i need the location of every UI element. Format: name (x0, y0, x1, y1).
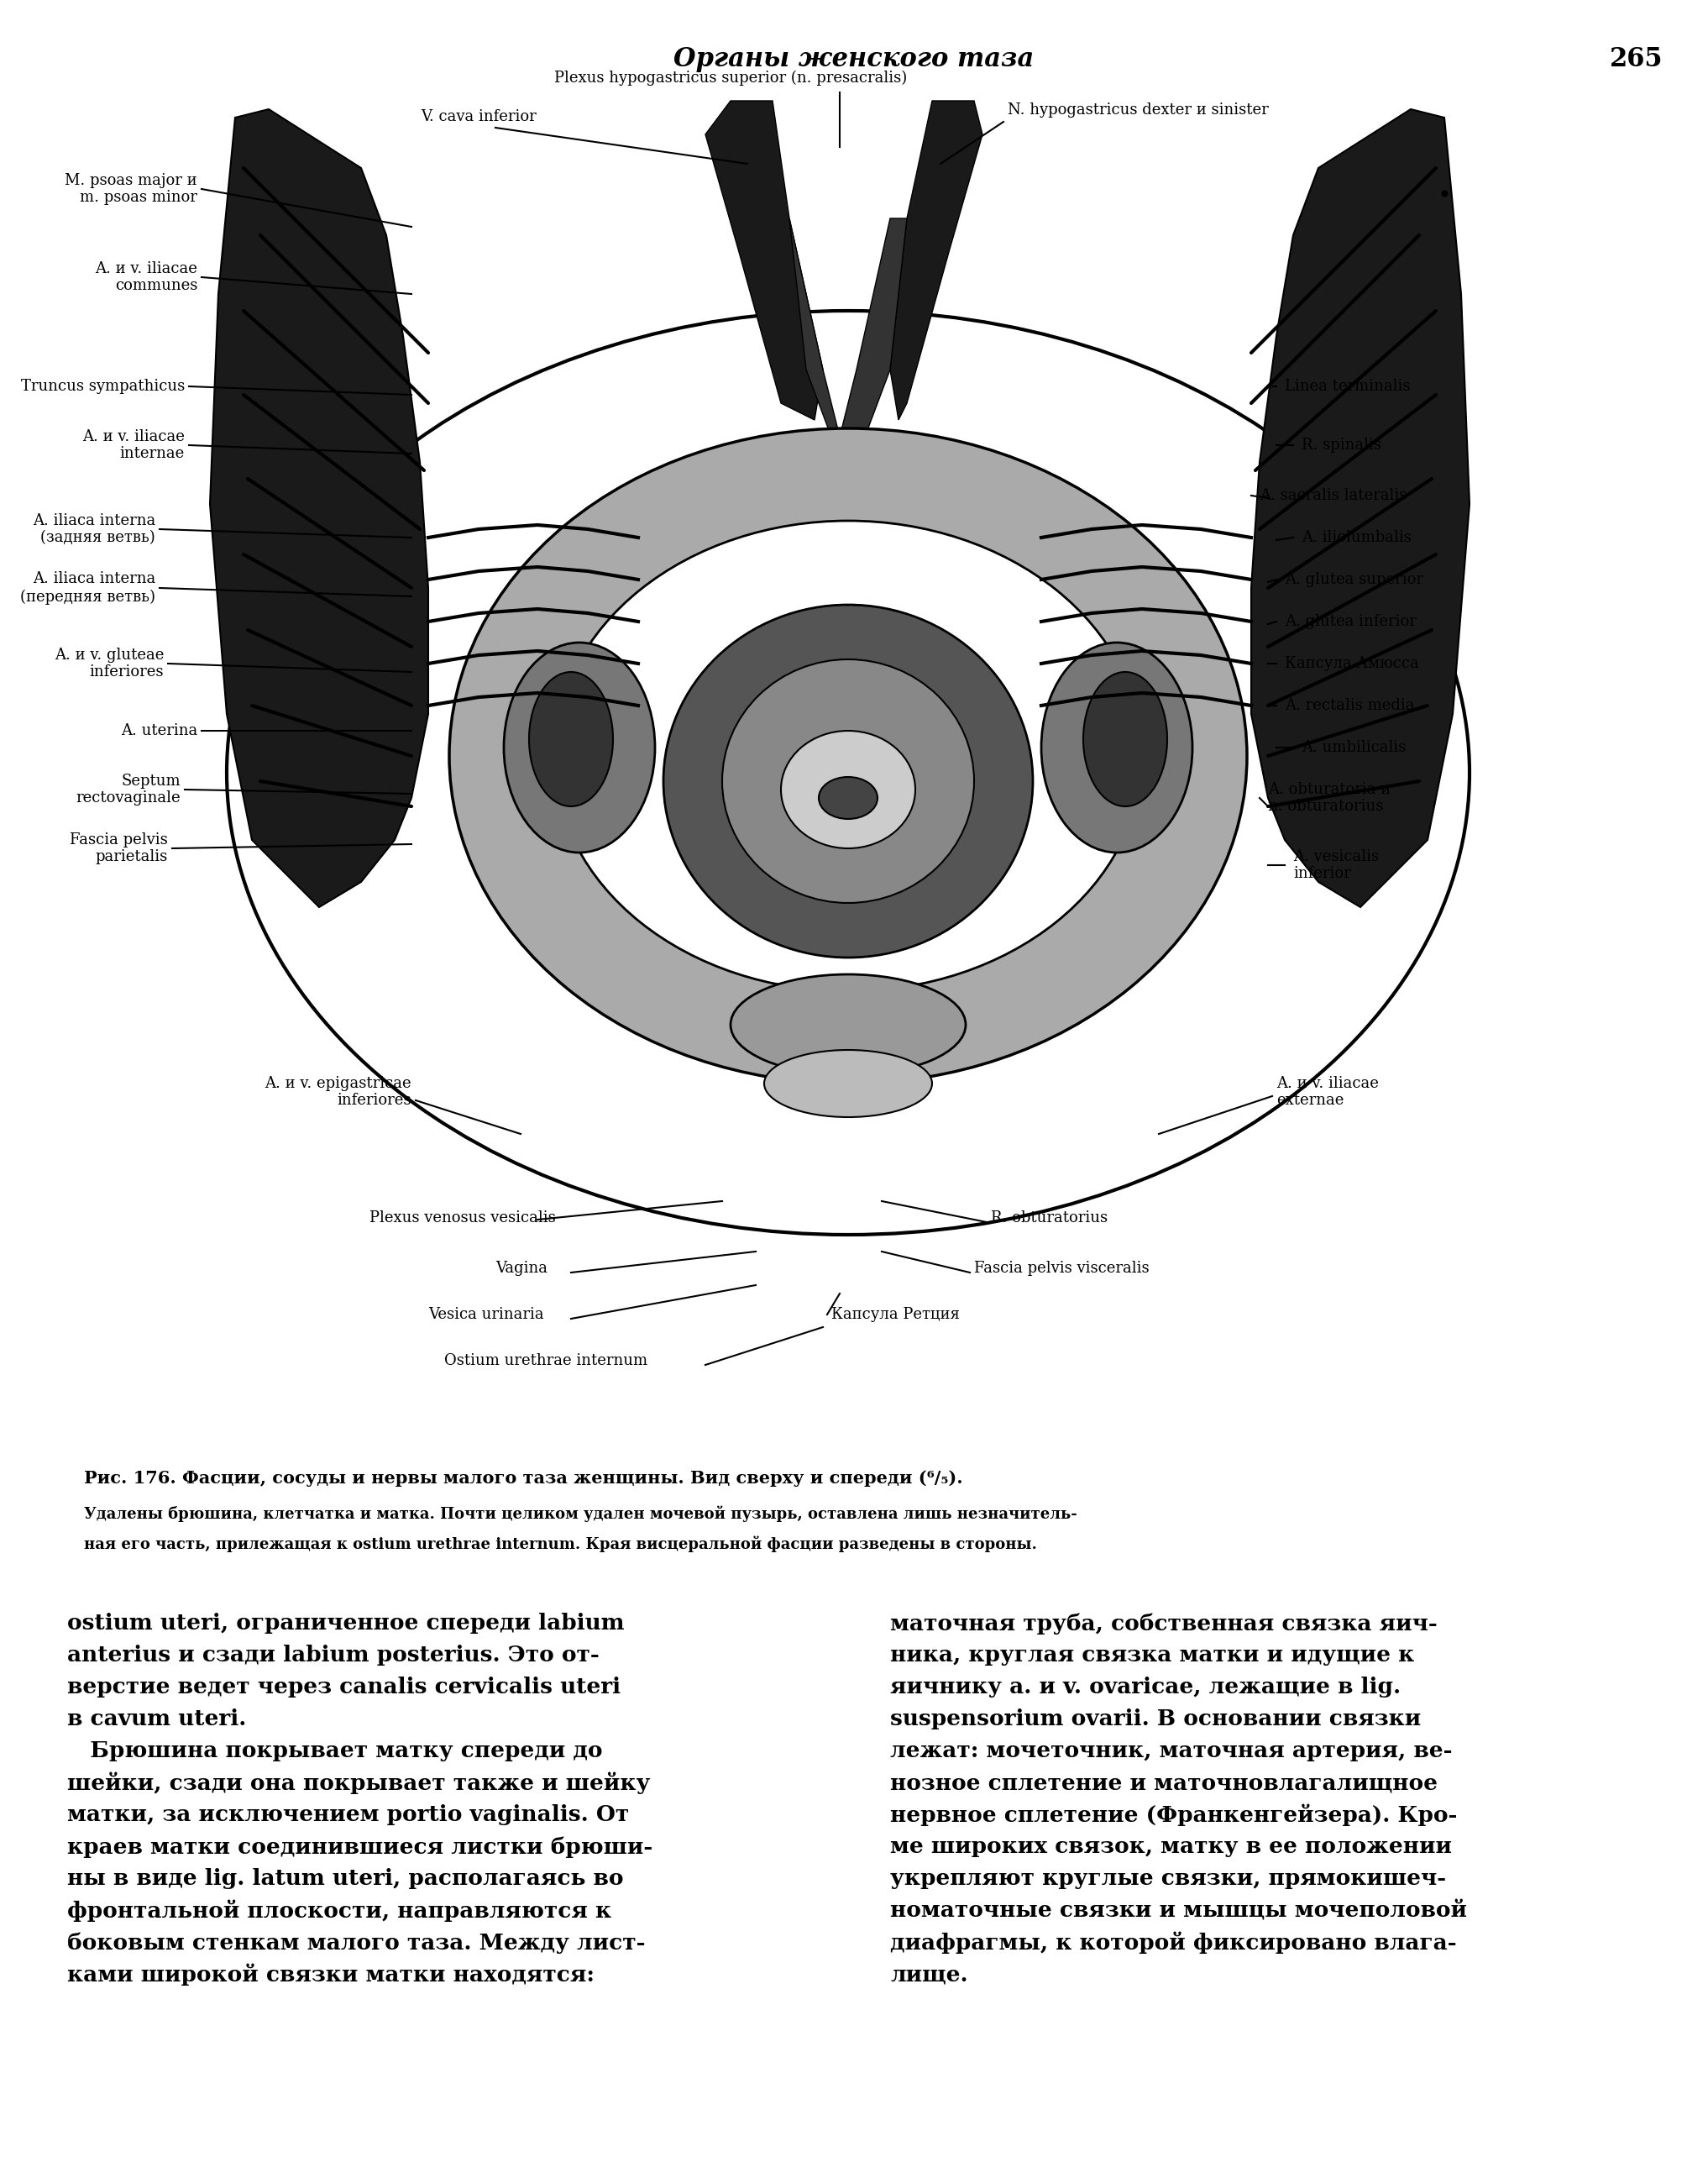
Text: Удалены брюшина, клетчатка и матка. Почти целиком удален мочевой пузырь, оставле: Удалены брюшина, клетчатка и матка. Почт… (84, 1506, 1078, 1521)
Polygon shape (789, 218, 907, 470)
Text: Septum
rectovaginale: Septum rectovaginale (75, 772, 181, 807)
Text: R. spinalis: R. spinalis (1301, 438, 1382, 453)
Ellipse shape (781, 731, 915, 848)
Text: ostium uteri, ограниченное спереди labium: ostium uteri, ограниченное спереди labiu… (67, 1613, 625, 1633)
Text: A. vesicalis
inferior: A. vesicalis inferior (1293, 850, 1378, 882)
Text: Vagina: Vagina (495, 1262, 548, 1277)
Text: A. sacralis lateralis: A. sacralis lateralis (1259, 487, 1407, 503)
Text: Truncus sympathicus: Truncus sympathicus (20, 380, 184, 395)
Text: Plexus venosus vesicalis: Plexus venosus vesicalis (369, 1210, 555, 1225)
Text: ме широких связок, матку в ее положении: ме широких связок, матку в ее положении (890, 1836, 1452, 1857)
Text: M. psoas major и
m. psoas minor: M. psoas major и m. psoas minor (65, 173, 198, 205)
Text: A. glutea inferior: A. glutea inferior (1284, 615, 1416, 630)
Text: нозное сплетение и маточновлагалищное: нозное сплетение и маточновлагалищное (890, 1773, 1438, 1792)
Text: Органы женского таза: Органы женского таза (673, 45, 1035, 71)
Ellipse shape (818, 777, 878, 820)
Text: шейки, сзади она покрывает также и шейку: шейки, сзади она покрывает также и шейку (67, 1773, 651, 1795)
Text: яичнику а. и v. ovaricae, лежащие в lig.: яичнику а. и v. ovaricae, лежащие в lig. (890, 1676, 1401, 1698)
Text: Linea terminalis: Linea terminalis (1284, 380, 1411, 395)
Text: A. и v. epigastricae
inferiores: A. и v. epigastricae inferiores (265, 1076, 412, 1109)
Text: номаточные связки и мышцы мочеполовой: номаточные связки и мышцы мочеполовой (890, 1900, 1467, 1922)
Text: в cavum uteri.: в cavum uteri. (67, 1708, 246, 1730)
Text: A. rectalis media: A. rectalis media (1284, 699, 1414, 714)
Ellipse shape (504, 643, 654, 852)
Text: A. umbilicalis: A. umbilicalis (1301, 740, 1406, 755)
Text: A. и v. iliacae
internae: A. и v. iliacae internae (82, 429, 184, 462)
Text: укрепляют круглые связки, прямокишеч-: укрепляют круглые связки, прямокишеч- (890, 1868, 1447, 1890)
Ellipse shape (529, 673, 613, 807)
Text: матки, за исключением portio vaginalis. От: матки, за исключением portio vaginalis. … (67, 1803, 629, 1825)
Text: Капсула Амюсса: Капсула Амюсса (1284, 656, 1419, 671)
Text: Fascia pelvis
parietalis: Fascia pelvis parietalis (70, 833, 167, 865)
Text: V. cava inferior: V. cava inferior (420, 110, 536, 125)
Text: A. iliolumbalis: A. iliolumbalis (1301, 531, 1411, 546)
Bar (101, 93, 1629, 1454)
Ellipse shape (1083, 673, 1167, 807)
Text: A. iliaca interna
(задняя ветвь): A. iliaca interna (задняя ветвь) (32, 513, 155, 546)
Text: ная его часть, прилежащая к ostium urethrae internum. Края висцеральной фасции р: ная его часть, прилежащая к ostium ureth… (84, 1536, 1037, 1551)
Text: A. и v. iliacae
communes: A. и v. iliacae communes (96, 261, 198, 293)
Ellipse shape (763, 1050, 933, 1117)
Text: A. iliaca interna
(передняя ветвь): A. iliaca interna (передняя ветвь) (20, 572, 155, 604)
Polygon shape (705, 101, 823, 421)
Text: Брюшина покрывает матку спереди до: Брюшина покрывает матку спереди до (67, 1741, 603, 1762)
Text: нервное сплетение (Франкенгейзера). Кро-: нервное сплетение (Франкенгейзера). Кро- (890, 1803, 1457, 1827)
Text: верстие ведет через canalis cervicalis uteri: верстие ведет через canalis cervicalis u… (67, 1676, 620, 1698)
Text: ны в виде lig. latum uteri, располагаясь во: ны в виде lig. latum uteri, располагаясь… (67, 1868, 623, 1890)
Polygon shape (210, 110, 429, 908)
Ellipse shape (1042, 643, 1192, 852)
Text: N. hypogastricus dexter и sinister: N. hypogastricus dexter и sinister (1008, 104, 1269, 119)
Text: A. glutea superior: A. glutea superior (1284, 572, 1423, 587)
Text: Ostium urethrae internum: Ostium urethrae internum (444, 1352, 647, 1368)
Text: Fascia pelvis visceralis: Fascia pelvis visceralis (974, 1262, 1149, 1277)
Ellipse shape (449, 429, 1247, 1083)
Polygon shape (890, 101, 982, 421)
Ellipse shape (663, 604, 1033, 958)
Text: диафрагмы, к которой фиксировано влага-: диафрагмы, к которой фиксировано влага- (890, 1933, 1457, 1954)
Ellipse shape (731, 975, 965, 1074)
Text: Vesica urinaria: Vesica urinaria (429, 1307, 543, 1322)
Text: anterius и сзади labium posterius. Это от-: anterius и сзади labium posterius. Это о… (67, 1644, 600, 1665)
Text: Рис. 176. Фасции, сосуды и нервы малого таза женщины. Вид сверху и спереди (⁶/₅): Рис. 176. Фасции, сосуды и нервы малого … (84, 1469, 963, 1486)
Text: A. и v. iliacae
externae: A. и v. iliacae externae (1276, 1076, 1378, 1109)
Text: краев матки соединившиеся листки брюши-: краев матки соединившиеся листки брюши- (67, 1836, 652, 1857)
Text: suspensorium ovarii. В основании связки: suspensorium ovarii. В основании связки (890, 1708, 1421, 1730)
Text: фронтальной плоскости, направляются к: фронтальной плоскости, направляются к (67, 1900, 611, 1922)
Text: боковым стенкам малого таза. Между лист-: боковым стенкам малого таза. Между лист- (67, 1933, 646, 1954)
Text: A. и v. gluteae
inferiores: A. и v. gluteae inferiores (55, 647, 164, 679)
Text: ками широкой связки матки находятся:: ками широкой связки матки находятся: (67, 1963, 594, 1987)
Text: R. obturatorius: R. obturatorius (991, 1210, 1108, 1225)
Text: Plexus hypogastricus superior (n. presacralis): Plexus hypogastricus superior (n. presac… (553, 71, 907, 86)
Text: лежат: мочеточник, маточная артерия, ве-: лежат: мочеточник, маточная артерия, ве- (890, 1741, 1452, 1762)
Text: ника, круглая связка матки и идущие к: ника, круглая связка матки и идущие к (890, 1644, 1414, 1665)
Text: Капсула Ретция: Капсула Ретция (832, 1307, 960, 1322)
Ellipse shape (722, 660, 974, 904)
Text: маточная труба, собственная связка яич-: маточная труба, собственная связка яич- (890, 1613, 1438, 1635)
Text: A. obturatoria и
n. obturatorius: A. obturatoria и n. obturatorius (1267, 781, 1390, 813)
Text: 265: 265 (1609, 45, 1662, 71)
Text: лище.: лище. (890, 1963, 968, 1984)
Ellipse shape (553, 520, 1143, 992)
Polygon shape (1252, 110, 1469, 908)
Text: A. uterina: A. uterina (121, 723, 198, 738)
